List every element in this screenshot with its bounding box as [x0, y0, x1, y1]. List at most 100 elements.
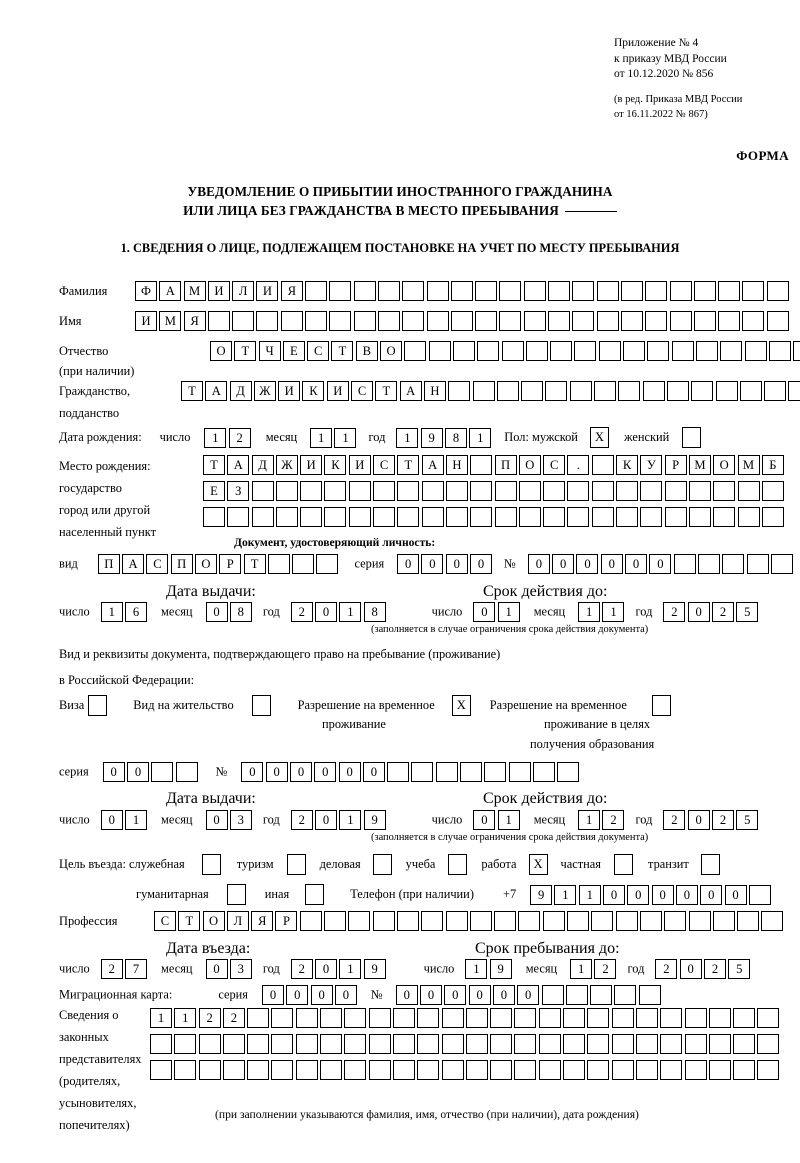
- surname-cells-11[interactable]: [377, 281, 400, 301]
- representatives-cells-2-20[interactable]: [611, 1034, 634, 1054]
- representatives-cells-2-7[interactable]: [295, 1034, 318, 1054]
- arrival-day-cells-2[interactable]: 7: [125, 959, 148, 979]
- migration-number-cells-4[interactable]: 0: [468, 985, 491, 1005]
- phone-cells-10[interactable]: [748, 884, 771, 905]
- phone-cells-6[interactable]: 0: [651, 884, 674, 905]
- citizenship-cells-1[interactable]: Т: [181, 381, 203, 401]
- phone-cells-5[interactable]: 0: [627, 884, 650, 905]
- iddoc-issue-year-cells-2[interactable]: 0: [315, 602, 338, 622]
- birthplace-cells-1-9[interactable]: Т: [397, 455, 420, 475]
- iddoc-issue-year-cells-4[interactable]: 8: [363, 602, 386, 622]
- profession-cells-19[interactable]: [591, 911, 614, 931]
- arrival-year-cells-2[interactable]: 0: [315, 959, 338, 979]
- birthplace-cells-1-13[interactable]: П: [494, 455, 517, 475]
- purpose-other-checkbox[interactable]: [305, 884, 325, 905]
- representatives-cells-3-8[interactable]: [320, 1060, 343, 1080]
- representatives-cells-3-17[interactable]: [538, 1060, 561, 1080]
- permit-valid-year-cells-1[interactable]: 2: [663, 810, 686, 830]
- permit-number-cells-5[interactable]: 0: [338, 762, 361, 782]
- surname-cells-15[interactable]: [475, 281, 498, 301]
- profession-cells-1[interactable]: С: [154, 911, 176, 931]
- representatives-cells-2[interactable]: [150, 1034, 780, 1054]
- firstname-cells-27[interactable]: [766, 311, 789, 331]
- permit-issue-year-cells-3[interactable]: 1: [339, 810, 362, 830]
- representatives-cells-2-13[interactable]: [441, 1034, 464, 1054]
- birthplace-cells-2-5[interactable]: [300, 481, 323, 501]
- birthplace-cells-3-17[interactable]: [591, 507, 614, 527]
- iddoc-number-cells-4[interactable]: 0: [600, 554, 623, 574]
- citizenship-cells-6[interactable]: К: [302, 381, 325, 401]
- arrival-year-cells-1[interactable]: 2: [290, 959, 313, 979]
- representatives-cells-1-3[interactable]: 2: [198, 1008, 221, 1028]
- surname-cells-18[interactable]: [548, 281, 571, 301]
- representatives-cells-2-10[interactable]: [368, 1034, 391, 1054]
- iddoc-type-cells-8[interactable]: [267, 554, 290, 574]
- patronymic-cells-4[interactable]: Е: [282, 341, 305, 361]
- permit-series-cells-4[interactable]: [175, 762, 198, 782]
- birthplace-cells-3-6[interactable]: [324, 507, 347, 527]
- iddoc-number-cells-8[interactable]: [697, 554, 720, 574]
- representatives-cells-1-20[interactable]: [611, 1008, 634, 1028]
- iddoc-type-cells-6[interactable]: Р: [219, 554, 242, 574]
- representatives-cells-3-16[interactable]: [514, 1060, 537, 1080]
- patronymic-cells-12[interactable]: [477, 341, 500, 361]
- iddoc-series-cells-3[interactable]: 0: [445, 554, 468, 574]
- permit-issue-year-cells-1[interactable]: 2: [290, 810, 313, 830]
- profession-cells-7[interactable]: [299, 911, 322, 931]
- birthplace-cells-2-18[interactable]: [616, 481, 639, 501]
- birthplace-cells-2-20[interactable]: [664, 481, 687, 501]
- citizenship-cells-14[interactable]: [496, 381, 519, 401]
- birthplace-cells-3-8[interactable]: [373, 507, 396, 527]
- citizenship-cells-26[interactable]: [788, 381, 800, 401]
- purpose-work-checkbox[interactable]: Х: [528, 854, 548, 875]
- birthplace-cells-1-17[interactable]: [591, 455, 614, 475]
- surname-cells-21[interactable]: [620, 281, 643, 301]
- surname-cells-5[interactable]: Л: [232, 281, 255, 301]
- patronymic-cells-23[interactable]: [744, 341, 767, 361]
- profession-cells-26[interactable]: [761, 911, 784, 931]
- profession-cells-9[interactable]: [348, 911, 371, 931]
- representatives-cells-1-6[interactable]: [271, 1008, 294, 1028]
- patronymic-cells-7[interactable]: В: [355, 341, 378, 361]
- birthplace-cells-2-3[interactable]: [251, 481, 274, 501]
- migration-number-cells-11[interactable]: [638, 985, 661, 1005]
- birthplace-cells-3-10[interactable]: [421, 507, 444, 527]
- migration-number-cells-2[interactable]: 0: [420, 985, 443, 1005]
- profession-cells-17[interactable]: [542, 911, 565, 931]
- birth-month-cells-2[interactable]: 1: [334, 427, 357, 448]
- representatives-cells-2-9[interactable]: [344, 1034, 367, 1054]
- migration-series-cells-3[interactable]: 0: [310, 985, 333, 1005]
- phone-cells-7[interactable]: 0: [675, 884, 698, 905]
- iddoc-issue-year-cells-1[interactable]: 2: [290, 602, 313, 622]
- surname-cells-7[interactable]: Я: [280, 281, 303, 301]
- firstname-cells-21[interactable]: [620, 311, 643, 331]
- arrival-month-cells-1[interactable]: 0: [205, 959, 228, 979]
- firstname-cells-23[interactable]: [669, 311, 692, 331]
- birthplace-cells-2-23[interactable]: [737, 481, 760, 501]
- citizenship-cells-22[interactable]: [691, 381, 714, 401]
- iddoc-valid-year-cells-1[interactable]: 2: [663, 602, 686, 622]
- migration-number-cells-8[interactable]: [565, 985, 588, 1005]
- surname-cells-26[interactable]: [742, 281, 765, 301]
- iddoc-type-cells-2[interactable]: А: [122, 554, 145, 574]
- surname-cells-1[interactable]: Ф: [135, 281, 157, 301]
- profession-cells-8[interactable]: [324, 911, 347, 931]
- birthplace-cells-2-9[interactable]: [397, 481, 420, 501]
- representatives-cells-2-22[interactable]: [660, 1034, 683, 1054]
- migration-number-cells-9[interactable]: [590, 985, 613, 1005]
- permit-issue-year-cells-2[interactable]: 0: [315, 810, 338, 830]
- representatives-cells-1-1[interactable]: 1: [150, 1008, 172, 1028]
